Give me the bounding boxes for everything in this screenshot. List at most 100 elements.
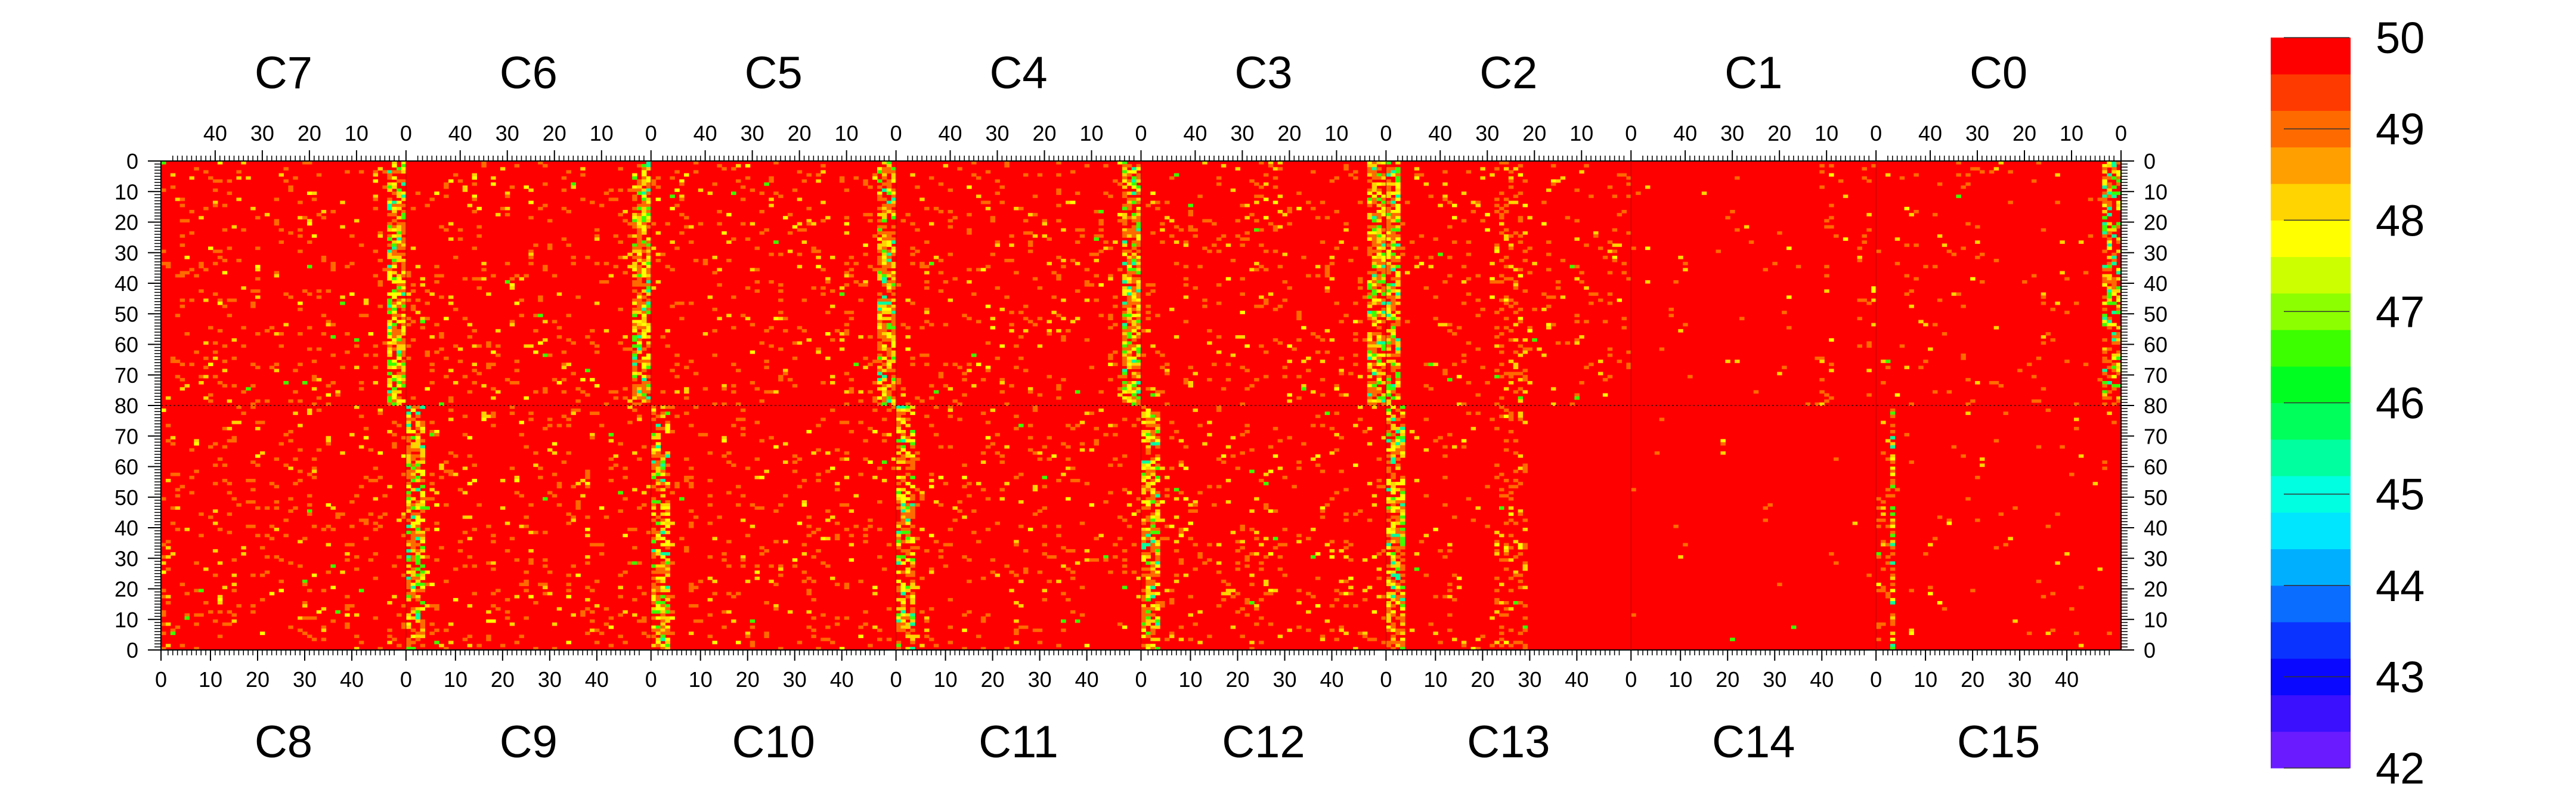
heatmap-cell xyxy=(392,219,397,223)
heatmap-cell xyxy=(641,619,647,623)
heatmap-cell xyxy=(1395,213,1401,216)
heatmap-cell xyxy=(924,363,930,366)
heatmap-cell xyxy=(782,216,788,219)
heatmap-cell xyxy=(1550,179,1556,183)
heatmap-cell xyxy=(439,335,444,339)
heatmap-cell xyxy=(655,436,661,439)
heatmap-cell xyxy=(688,586,694,590)
heatmap-cell xyxy=(481,411,487,415)
heatmap-cell xyxy=(915,451,920,455)
heatmap-cell xyxy=(543,497,548,501)
heatmap-cell xyxy=(321,628,327,632)
heatmap-cell xyxy=(387,268,392,272)
heatmap-cell xyxy=(797,521,803,525)
heatmap-cell xyxy=(552,494,558,498)
heatmap-cell xyxy=(212,262,218,265)
heatmap-cell xyxy=(2102,323,2107,327)
heatmap-cell xyxy=(321,255,327,259)
heatmap-cell xyxy=(948,597,953,602)
heatmap-cell xyxy=(1376,231,1382,235)
heatmap-cell xyxy=(881,182,887,186)
heatmap-cell xyxy=(693,371,699,376)
heatmap-cell xyxy=(792,454,798,458)
heatmap-cell xyxy=(1207,329,1212,333)
heatmap-cell xyxy=(387,222,392,226)
heatmap-cell xyxy=(528,558,534,562)
heatmap-cell xyxy=(1240,277,1245,281)
heatmap-cell xyxy=(1409,240,1415,244)
heatmap-cell xyxy=(769,436,774,439)
heatmap-cell xyxy=(655,423,661,428)
heatmap-cell xyxy=(632,357,637,360)
heatmap-cell xyxy=(1009,589,1014,593)
heatmap-cell xyxy=(1136,317,1142,321)
heatmap-cell xyxy=(1315,216,1321,219)
heatmap-cell xyxy=(1621,271,1627,275)
heatmap-cell xyxy=(1376,228,1382,232)
heatmap-cell xyxy=(1975,167,1980,171)
heatmap-cell xyxy=(759,506,764,510)
heatmap-cell xyxy=(655,280,661,284)
heatmap-cell xyxy=(900,555,906,559)
heatmap-cell xyxy=(496,344,501,348)
heatmap-cell xyxy=(623,497,628,501)
heatmap-cell xyxy=(405,298,411,302)
heatmap-cell xyxy=(1037,628,1043,632)
heatmap-cell xyxy=(1126,396,1132,400)
heatmap-cell xyxy=(641,329,647,333)
heatmap-cell xyxy=(2111,262,2117,265)
heatmap-cell xyxy=(1584,164,1589,168)
heatmap-cell xyxy=(326,436,332,439)
heatmap-cell xyxy=(1089,252,1095,256)
heatmap-cell xyxy=(387,298,392,302)
heatmap-cell xyxy=(641,240,647,244)
heatmap-cell xyxy=(1126,277,1132,281)
heatmap-cell xyxy=(627,420,633,425)
heatmap-cell xyxy=(1136,366,1142,370)
heatmap-cell xyxy=(943,564,949,568)
heatmap-cell xyxy=(217,634,223,639)
heatmap-cell xyxy=(1376,167,1382,171)
heatmap-cell xyxy=(910,222,915,226)
heatmap-cell xyxy=(1136,390,1142,394)
heatmap-cell xyxy=(405,414,411,419)
heatmap-cell xyxy=(462,185,468,189)
heatmap-cell xyxy=(387,341,392,345)
heatmap-cell xyxy=(566,521,572,525)
heatmap-cell xyxy=(1376,262,1382,265)
heatmap-cell xyxy=(896,597,902,602)
heatmap-cell xyxy=(1386,360,1391,363)
heatmap-cell xyxy=(425,317,430,321)
heatmap-cell xyxy=(1414,167,1420,171)
heatmap-cell xyxy=(590,200,595,205)
heatmap-cell xyxy=(849,317,854,321)
heatmap-cell xyxy=(354,338,360,342)
heatmap-cell xyxy=(632,377,637,382)
heatmap-cell xyxy=(561,206,567,210)
heatmap-cell xyxy=(1244,387,1250,391)
heatmap-cell xyxy=(641,347,647,351)
heatmap-cell xyxy=(1381,252,1386,256)
heatmap-cell xyxy=(519,494,525,498)
heatmap-cell xyxy=(405,475,411,479)
heatmap-cell xyxy=(288,188,293,192)
heatmap-cell xyxy=(189,448,194,452)
heatmap-cell xyxy=(1376,320,1382,324)
heatmap-cell xyxy=(1866,213,1872,216)
heatmap-cell xyxy=(504,597,510,602)
heatmap-cell xyxy=(2116,191,2122,195)
heatmap-cell xyxy=(420,283,426,287)
heatmap-cell xyxy=(1032,323,1038,327)
heatmap-cell xyxy=(1395,182,1401,186)
heatmap-cell xyxy=(830,338,835,342)
heatmap-cell xyxy=(415,543,421,547)
heatmap-cell xyxy=(1386,167,1391,171)
heatmap-cell xyxy=(665,573,670,577)
heatmap-cell xyxy=(194,274,199,278)
heatmap-cell xyxy=(1061,592,1066,596)
heatmap-cell xyxy=(1032,408,1038,412)
heatmap-cell xyxy=(962,463,967,467)
heatmap-cell xyxy=(1188,366,1194,370)
heatmap-cell xyxy=(1320,338,1326,342)
heatmap-cell xyxy=(1513,350,1519,354)
